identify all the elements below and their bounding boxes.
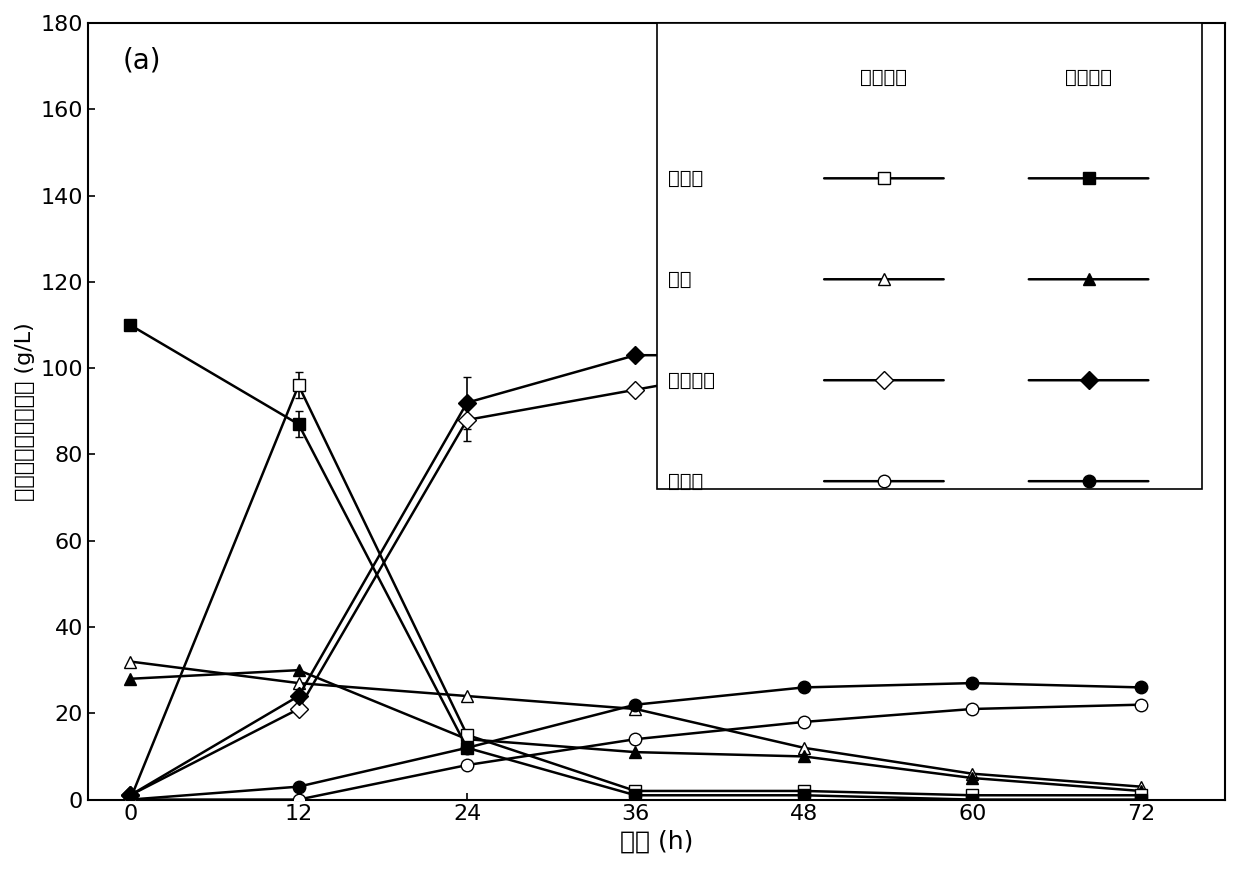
Text: 原始菌株: 原始菌株 [861,68,908,87]
Text: (a): (a) [123,46,161,74]
Bar [656,23,1203,489]
X-axis label: 时间 (h): 时间 (h) [620,830,693,854]
Text: 木糖: 木糖 [668,269,692,289]
Y-axis label: 葫萄糖，木糖和酸类 (g/L): 葫萄糖，木糖和酸类 (g/L) [15,322,35,501]
Text: 葫萄糖: 葫萄糖 [668,169,703,188]
Text: 驯化菌株: 驯化菌株 [1065,68,1112,87]
Text: 木糖酸: 木糖酸 [668,472,703,491]
Text: 葫萄糖酸: 葫萄糖酸 [668,371,715,389]
